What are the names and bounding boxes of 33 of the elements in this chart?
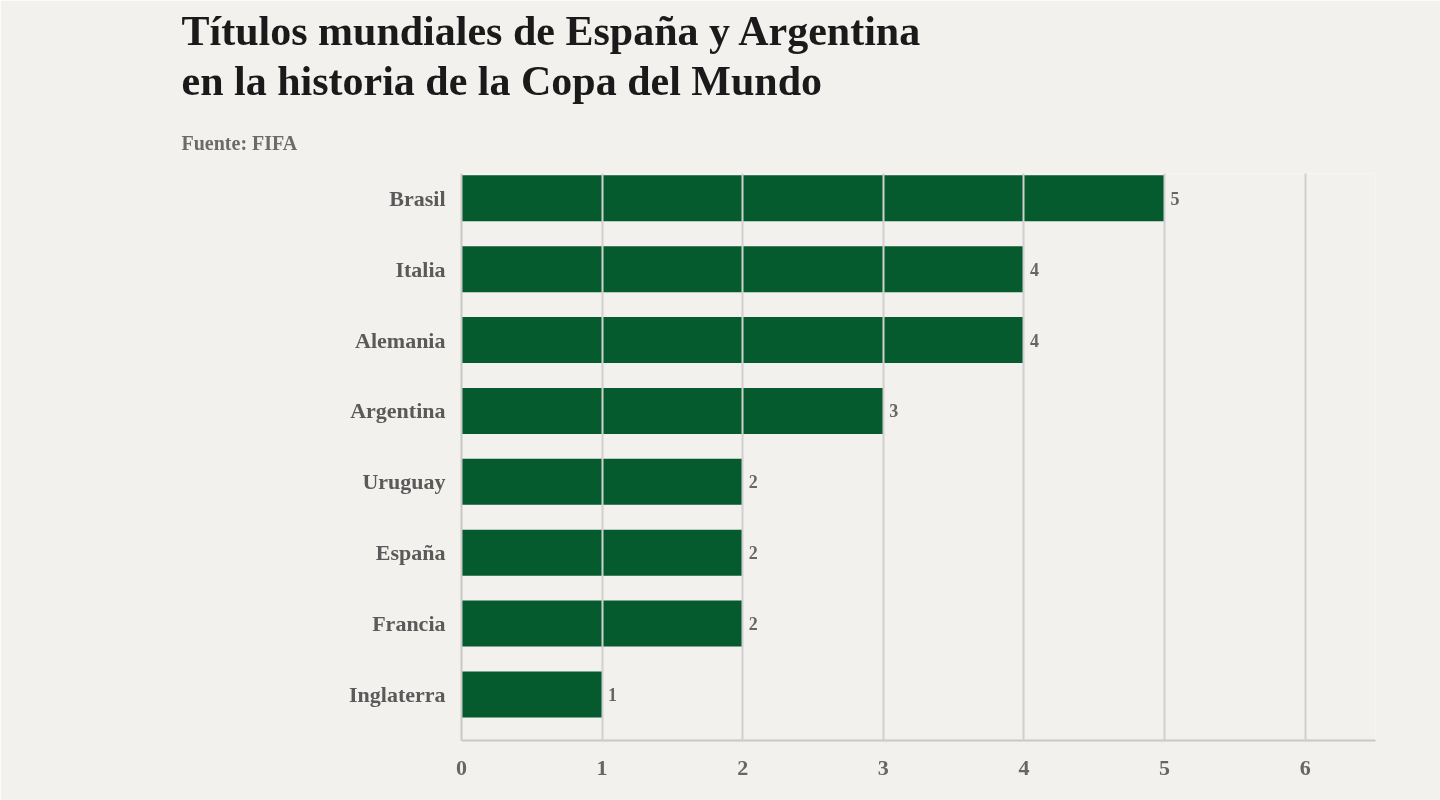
data-label: 1 bbox=[608, 684, 618, 705]
text: Fuente: FIFA bbox=[181, 131, 298, 154]
data-label: 2 bbox=[748, 472, 758, 493]
y-tick-label: Italia bbox=[395, 256, 446, 282]
y-tick-label: Uruguay bbox=[362, 469, 446, 495]
data-label: 2 bbox=[748, 614, 758, 635]
bar bbox=[461, 600, 743, 647]
y-tick-label: Brasil bbox=[389, 185, 446, 211]
bar bbox=[461, 671, 603, 718]
y-tick-label: Alemania bbox=[355, 327, 446, 353]
x-tick-label: 3 bbox=[877, 754, 889, 780]
y-tick-label: Argentina bbox=[350, 398, 446, 424]
data-label: 3 bbox=[889, 401, 899, 422]
bar bbox=[461, 175, 1165, 222]
x-tick-label: 5 bbox=[1159, 754, 1171, 780]
bar bbox=[461, 246, 1024, 293]
x-tick-label: 1 bbox=[596, 754, 608, 780]
bar bbox=[461, 387, 884, 434]
bar bbox=[461, 529, 743, 576]
data-label: 4 bbox=[1029, 259, 1039, 280]
x-tick-label: 6 bbox=[1299, 754, 1311, 780]
data-label: 4 bbox=[1029, 330, 1039, 351]
x-tick-label: 2 bbox=[737, 754, 749, 780]
data-label: 5 bbox=[1170, 188, 1180, 209]
y-tick-label: España bbox=[375, 540, 446, 566]
y-tick-label: Inglaterra bbox=[348, 681, 446, 707]
y-tick-label: Francia bbox=[372, 611, 446, 637]
bar bbox=[461, 317, 1024, 364]
chart-title: Títulos mundiales de España y Argentina en la historia de la Copa del Mundo bbox=[181, 7, 921, 105]
x-tick-label: 0 bbox=[456, 754, 467, 780]
data-label: 2 bbox=[748, 543, 758, 564]
bar bbox=[461, 458, 743, 505]
x-tick-label: 4 bbox=[1018, 754, 1030, 780]
